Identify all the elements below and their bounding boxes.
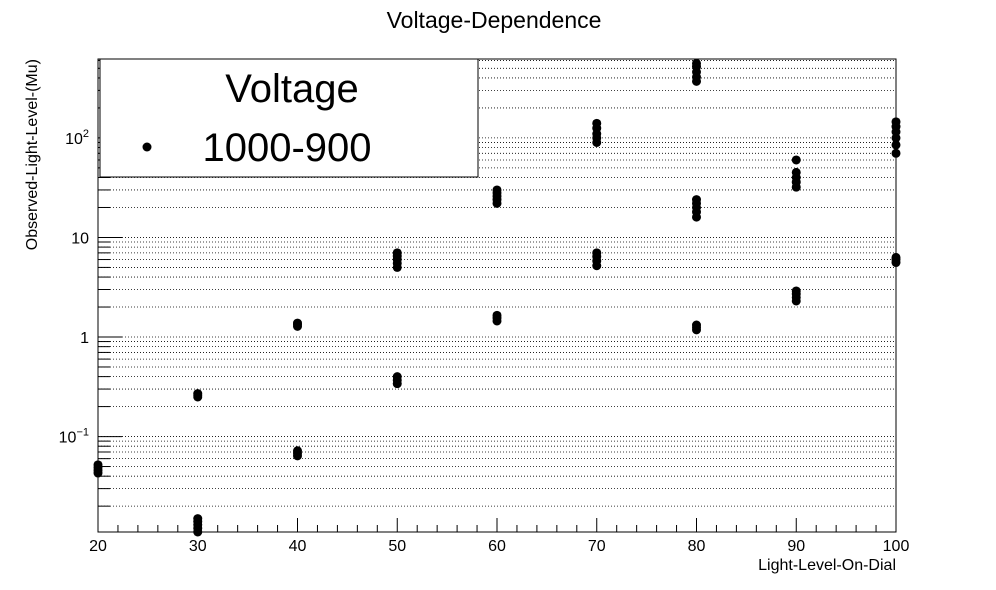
- y-tick-label: 10: [71, 230, 89, 247]
- data-point: [891, 148, 901, 158]
- data-point: [891, 252, 901, 262]
- data-point: [891, 140, 901, 150]
- chart-title: Voltage-Dependence: [387, 7, 602, 33]
- data-point: [193, 514, 203, 524]
- data-point: [392, 372, 402, 382]
- data-point: [492, 310, 502, 320]
- x-tick-label: 30: [189, 538, 207, 555]
- data-point: [692, 58, 701, 68]
- data-point: [692, 195, 701, 205]
- x-tick-label: 40: [289, 538, 307, 555]
- x-tick-label: 70: [588, 538, 606, 555]
- data-point: [193, 389, 203, 399]
- data-point: [791, 155, 801, 165]
- data-point: [93, 460, 103, 470]
- x-tick-label: 60: [488, 538, 506, 555]
- x-axis-label: Light-Level-On-Dial: [758, 557, 896, 574]
- legend-marker: [142, 142, 152, 152]
- y-tick-label: 1: [80, 330, 89, 347]
- x-tick-label: 20: [89, 538, 107, 555]
- y-tick-label: 102: [65, 128, 89, 148]
- legend-box: [99, 58, 479, 178]
- data-points: [93, 58, 901, 537]
- legend-title: Voltage: [225, 67, 358, 111]
- x-tick-label: 100: [883, 538, 910, 555]
- data-point: [791, 286, 801, 296]
- data-point: [891, 117, 901, 127]
- data-point: [791, 167, 801, 177]
- data-point: [293, 446, 302, 456]
- data-point: [492, 185, 502, 195]
- y-axis-label: Observed-Light-Level-(Mu): [24, 59, 41, 250]
- legend: Voltage 1000-900: [99, 58, 479, 178]
- x-tick-label: 80: [688, 538, 706, 555]
- data-point: [392, 248, 402, 258]
- data-point: [592, 118, 602, 128]
- data-point: [592, 248, 602, 258]
- y-tick-label: 10−1: [59, 427, 89, 447]
- data-point: [293, 318, 302, 328]
- x-tick-label: 90: [787, 538, 805, 555]
- legend-entry-label: 1000-900: [202, 126, 371, 170]
- data-point: [692, 320, 701, 330]
- x-tick-label: 50: [388, 538, 406, 555]
